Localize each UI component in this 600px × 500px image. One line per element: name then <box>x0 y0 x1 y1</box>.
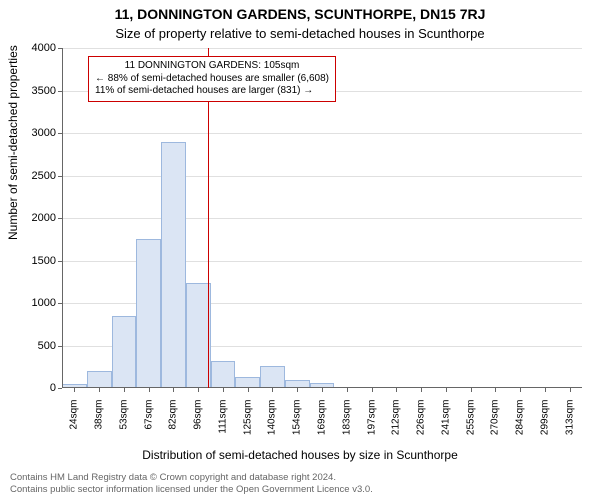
ytick-label: 0 <box>50 382 56 394</box>
annotation-box: 11 DONNINGTON GARDENS: 105sqm← 88% of se… <box>88 56 336 102</box>
xtick-mark <box>495 388 496 392</box>
histogram-bar <box>260 366 285 388</box>
xtick-label: 53sqm <box>118 400 129 430</box>
plot-area: 0500100015002000250030003500400024sqm38s… <box>62 48 582 388</box>
x-axis-label: Distribution of semi-detached houses by … <box>0 448 600 462</box>
xtick-label: 125sqm <box>242 400 253 436</box>
ytick-label: 3500 <box>32 85 56 97</box>
ytick-label: 2500 <box>32 170 56 182</box>
chart-title: 11, DONNINGTON GARDENS, SCUNTHORPE, DN15… <box>0 6 600 22</box>
xtick-label: 255sqm <box>465 400 476 436</box>
xtick-label: 111sqm <box>217 400 228 434</box>
xtick-mark <box>124 388 125 392</box>
ytick-label: 3000 <box>32 127 56 139</box>
xtick-label: 169sqm <box>317 400 328 436</box>
xtick-mark <box>396 388 397 392</box>
xtick-mark <box>248 388 249 392</box>
ytick-label: 500 <box>38 340 56 352</box>
xtick-label: 96sqm <box>193 400 204 430</box>
xtick-label: 284sqm <box>515 400 526 436</box>
annotation-line: ← 88% of semi-detached houses are smalle… <box>95 73 329 86</box>
gridline <box>62 48 582 49</box>
xtick-mark <box>520 388 521 392</box>
xtick-mark <box>223 388 224 392</box>
histogram-bar <box>87 371 112 388</box>
gridline <box>62 176 582 177</box>
xtick-label: 183sqm <box>341 400 352 436</box>
xtick-label: 67sqm <box>143 400 154 430</box>
xtick-label: 197sqm <box>366 400 377 436</box>
xtick-mark <box>421 388 422 392</box>
xtick-label: 38sqm <box>94 400 105 430</box>
chart-subtitle: Size of property relative to semi-detach… <box>0 26 600 41</box>
xtick-mark <box>272 388 273 392</box>
xtick-mark <box>570 388 571 392</box>
xtick-mark <box>74 388 75 392</box>
ytick-mark <box>58 388 62 389</box>
gridline <box>62 133 582 134</box>
xtick-mark <box>446 388 447 392</box>
histogram-bar <box>161 142 186 389</box>
chart-container: 11, DONNINGTON GARDENS, SCUNTHORPE, DN15… <box>0 0 600 500</box>
gridline <box>62 218 582 219</box>
y-axis-label: Number of semi-detached properties <box>6 45 20 240</box>
xtick-mark <box>372 388 373 392</box>
ytick-label: 2000 <box>32 212 56 224</box>
x-axis <box>62 387 582 388</box>
xtick-label: 313sqm <box>564 400 575 436</box>
xtick-mark <box>322 388 323 392</box>
footer-attribution: Contains HM Land Registry data © Crown c… <box>10 472 590 496</box>
xtick-label: 82sqm <box>168 400 179 430</box>
xtick-mark <box>297 388 298 392</box>
footer-line-1: Contains HM Land Registry data © Crown c… <box>10 472 590 484</box>
xtick-mark <box>198 388 199 392</box>
histogram-bar <box>136 239 161 388</box>
histogram-bar <box>211 361 236 388</box>
xtick-label: 241sqm <box>440 400 451 436</box>
xtick-mark <box>99 388 100 392</box>
xtick-label: 140sqm <box>267 400 278 436</box>
footer-line-2: Contains public sector information licen… <box>10 484 590 496</box>
xtick-label: 24sqm <box>69 400 80 430</box>
xtick-label: 299sqm <box>539 400 550 436</box>
xtick-label: 270sqm <box>490 400 501 436</box>
annotation-line: 11 DONNINGTON GARDENS: 105sqm <box>95 60 329 73</box>
xtick-label: 226sqm <box>416 400 427 436</box>
annotation-line: 11% of semi-detached houses are larger (… <box>95 85 329 98</box>
histogram-bar <box>112 316 137 388</box>
xtick-mark <box>173 388 174 392</box>
xtick-mark <box>471 388 472 392</box>
xtick-label: 154sqm <box>292 400 303 436</box>
xtick-mark <box>545 388 546 392</box>
xtick-mark <box>347 388 348 392</box>
xtick-mark <box>149 388 150 392</box>
xtick-label: 212sqm <box>391 400 402 436</box>
y-axis <box>62 48 63 388</box>
ytick-label: 4000 <box>32 42 56 54</box>
ytick-label: 1500 <box>32 255 56 267</box>
ytick-label: 1000 <box>32 297 56 309</box>
